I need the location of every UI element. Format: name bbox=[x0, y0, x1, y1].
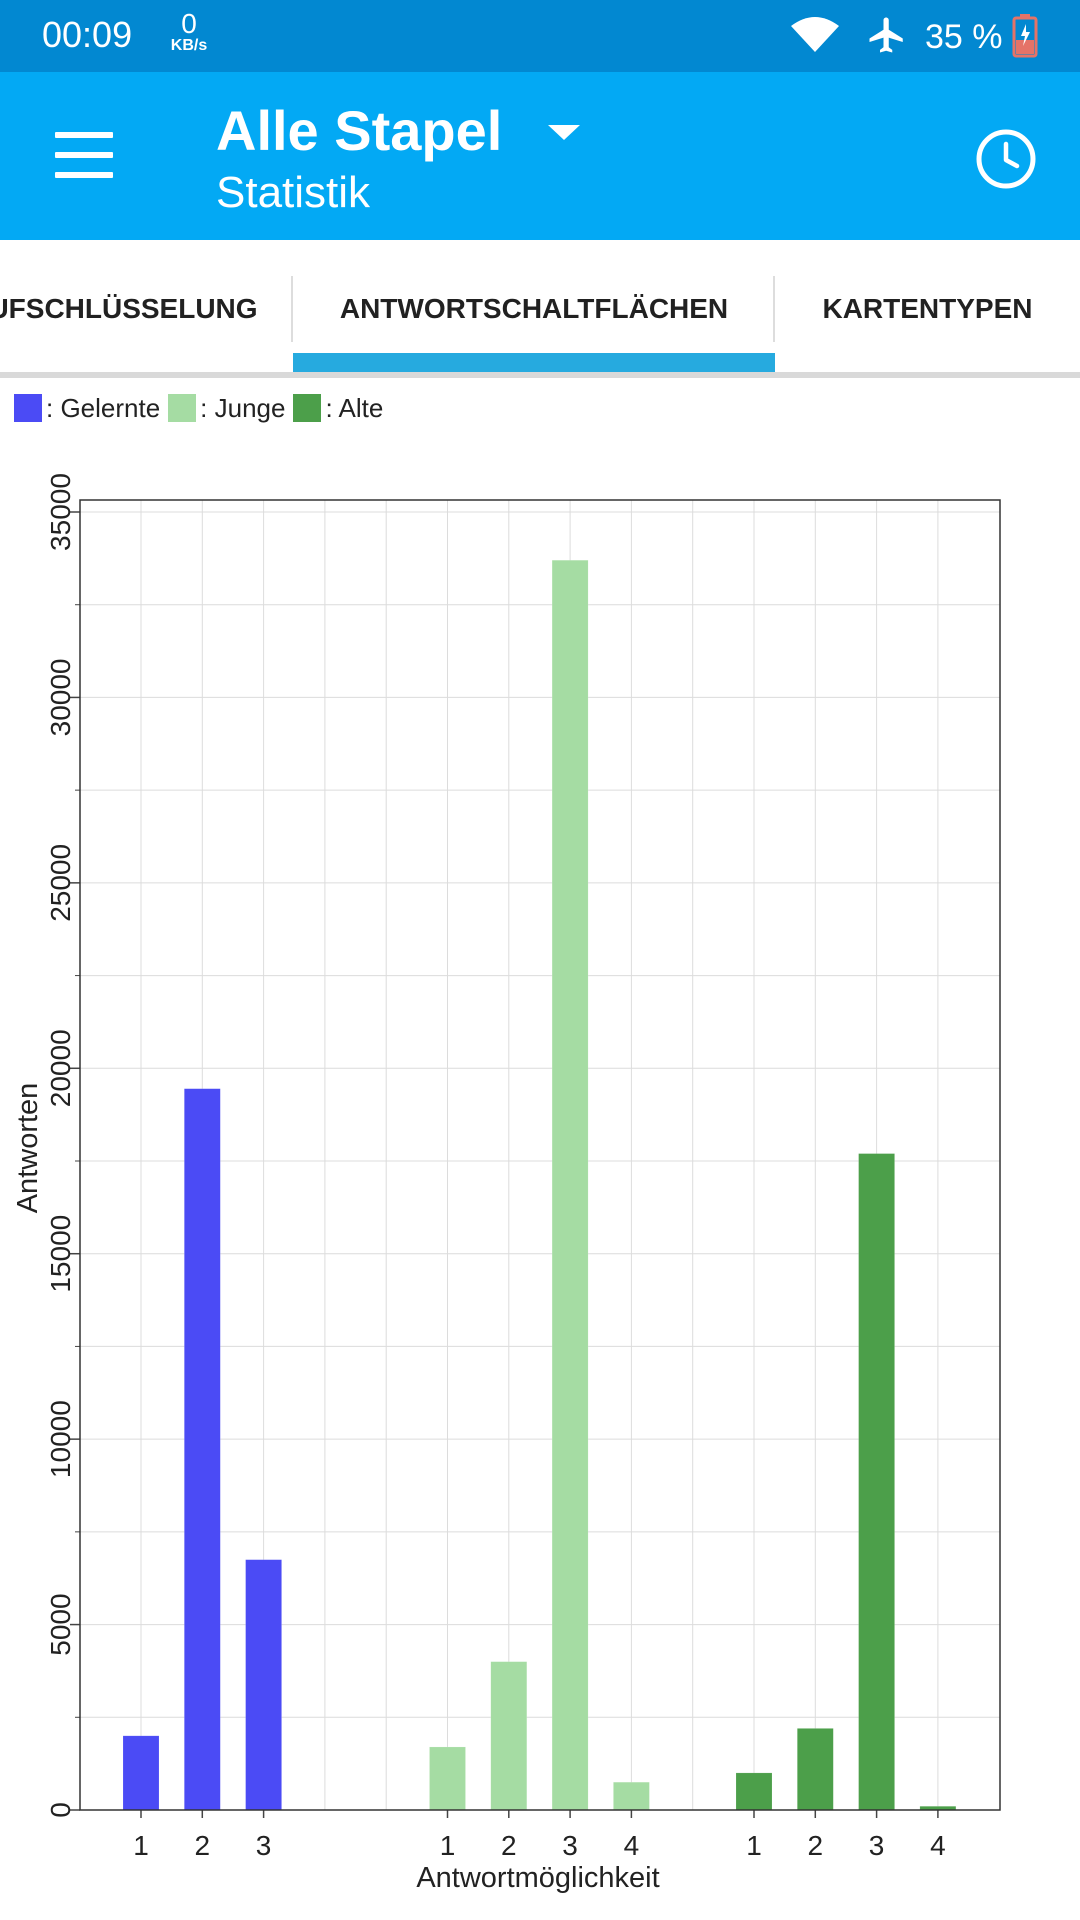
y-tick-label: 25000 bbox=[45, 844, 76, 922]
y-tick-label: 15000 bbox=[45, 1215, 76, 1293]
wifi-icon bbox=[791, 17, 839, 52]
bar-alte-3 bbox=[858, 1153, 895, 1811]
y-tick-label: 0 bbox=[45, 1802, 76, 1818]
tab-breakdown[interactable]: UFSCHLÜSSELUNG bbox=[0, 293, 258, 324]
answer-buttons-chart: 1 2 3 1 2 3 4 1 2 3 4 0 5000 10000 15000 20000 25000 3000… bbox=[12, 473, 1001, 1894]
y-tick-label: 30000 bbox=[45, 658, 76, 736]
tab-bar-divider bbox=[0, 372, 1080, 378]
legend-label-learned: : Gelernte bbox=[46, 392, 161, 423]
bar-junge-4 bbox=[613, 1781, 650, 1811]
bar-alte-1 bbox=[735, 1772, 773, 1811]
chart-legend: : Gelernte : Junge : Alte bbox=[14, 393, 391, 423]
y-axis-label: Antworten bbox=[12, 1083, 44, 1214]
legend-swatch-mature bbox=[293, 394, 322, 422]
history-clock-icon[interactable] bbox=[975, 128, 1037, 190]
x-tick-label: 1 bbox=[133, 1830, 149, 1861]
x-tick-label: 3 bbox=[562, 1830, 578, 1861]
bar-gelernte-2 bbox=[184, 1088, 221, 1811]
status-time: 00:09 bbox=[42, 14, 133, 55]
legend-swatch-learned bbox=[14, 394, 42, 422]
dropdown-arrow-icon[interactable] bbox=[548, 125, 580, 140]
tab-divider bbox=[291, 276, 293, 342]
bar-gelernte-1 bbox=[122, 1735, 160, 1811]
x-tick-label: 4 bbox=[624, 1830, 640, 1861]
x-axis-label: Antwortmöglichkeit bbox=[416, 1862, 659, 1894]
bar-gelernte-3 bbox=[245, 1559, 282, 1811]
network-speed-value: 0 bbox=[181, 8, 197, 39]
network-speed: 0 KB/s bbox=[165, 10, 213, 54]
y-tick-label: 35000 bbox=[45, 473, 76, 551]
battery-percent: 35 % bbox=[925, 18, 1003, 56]
y-tick-label: 5000 bbox=[45, 1593, 76, 1655]
legend-swatch-young bbox=[168, 394, 197, 422]
x-tick-label: 2 bbox=[195, 1830, 211, 1861]
y-tick-label: 10000 bbox=[45, 1400, 76, 1478]
x-tick-label: 3 bbox=[256, 1830, 272, 1861]
tab-bar: UFSCHLÜSSELUNG ANTWORTSCHALTFLÄCHEN KART… bbox=[0, 240, 1080, 378]
bar-junge-1 bbox=[429, 1746, 466, 1811]
x-tick-label: 4 bbox=[930, 1830, 946, 1861]
y-tick-label: 20000 bbox=[45, 1029, 76, 1107]
legend-label-mature: : Alte bbox=[325, 392, 384, 423]
x-tick-label: 1 bbox=[746, 1830, 762, 1861]
tab-card-types[interactable]: KARTENTYPEN bbox=[822, 293, 1033, 324]
app-bar: Alle Stapel Statistik bbox=[0, 72, 1080, 240]
tab-divider bbox=[773, 276, 775, 342]
battery-charging-icon bbox=[1012, 14, 1038, 58]
x-tick-label: 2 bbox=[501, 1830, 517, 1861]
bar-alte-2 bbox=[797, 1728, 834, 1811]
airplane-mode-icon bbox=[869, 17, 903, 53]
bar-junge-3 bbox=[551, 559, 589, 1811]
plot-frame bbox=[79, 499, 1001, 1811]
legend-label-young: : Junge bbox=[200, 392, 286, 423]
tab-answer-buttons[interactable]: ANTWORTSCHALTFLÄCHEN bbox=[339, 293, 729, 324]
status-bar: 00:09 0 KB/s 35 % bbox=[0, 0, 1080, 72]
bar-junge-2 bbox=[490, 1661, 528, 1811]
network-speed-unit: KB/s bbox=[170, 37, 208, 54]
menu-icon[interactable] bbox=[55, 132, 113, 178]
x-tick-label: 3 bbox=[869, 1830, 885, 1861]
page-title[interactable]: Alle Stapel bbox=[216, 99, 503, 162]
x-tick-label: 1 bbox=[440, 1830, 456, 1861]
page-subtitle: Statistik bbox=[216, 168, 371, 217]
x-tick-label: 2 bbox=[808, 1830, 824, 1861]
plot-area bbox=[80, 500, 1000, 1810]
